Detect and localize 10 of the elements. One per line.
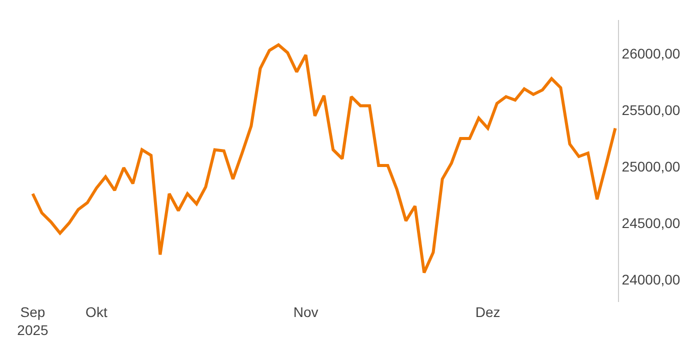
x-tick-label: Nov <box>293 304 318 320</box>
y-tick-label: 25000,00 <box>622 158 680 175</box>
x-tick-label: Sep 2025 <box>17 304 49 338</box>
y-tick-label: 26000,00 <box>622 46 680 62</box>
y-tick-label: 24000,00 <box>622 271 680 288</box>
x-tick-label: Dez <box>475 304 500 320</box>
y-tick-label: 25500,00 <box>622 102 680 118</box>
y-tick-label: 24500,00 <box>622 214 680 231</box>
x-tick-label: Okt <box>86 304 108 320</box>
line-series <box>31 43 617 274</box>
